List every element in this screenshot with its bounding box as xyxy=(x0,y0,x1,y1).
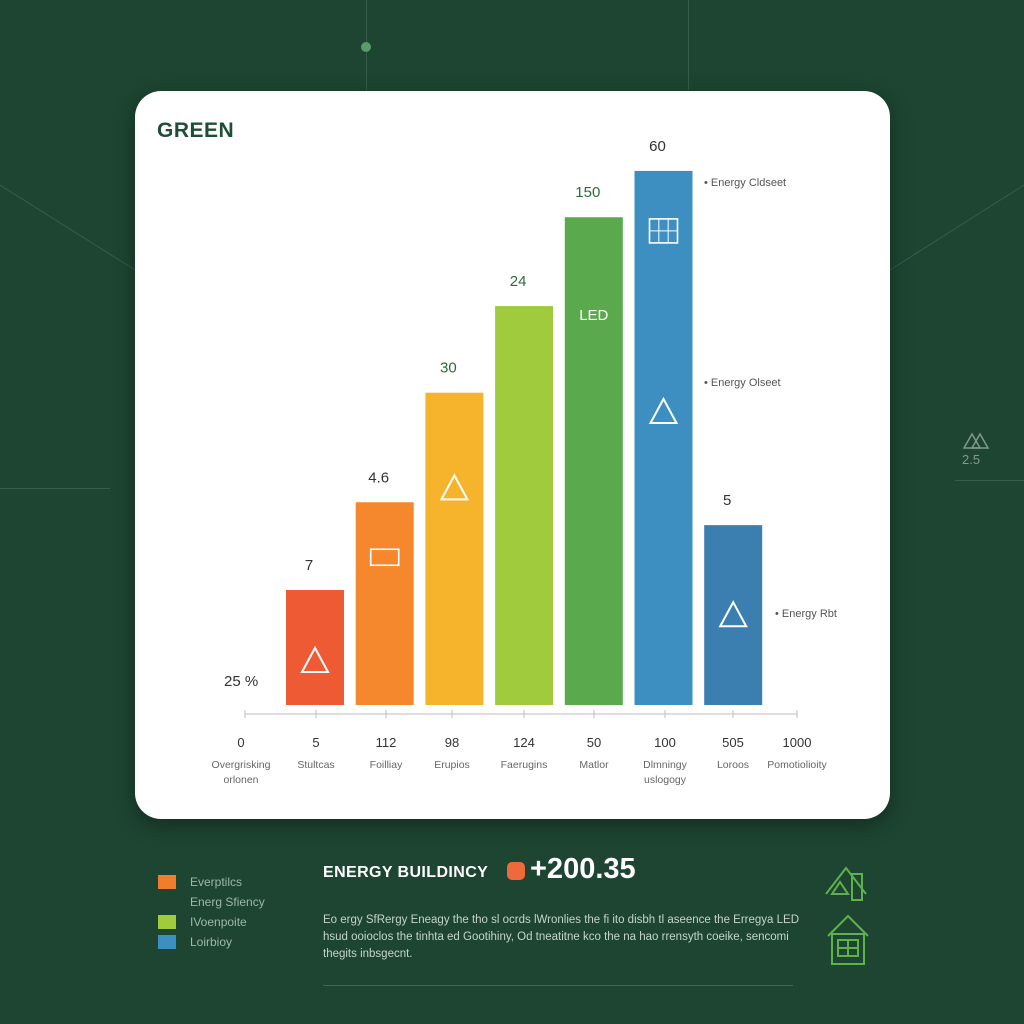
chart-annotation: • Energy Cldseet xyxy=(704,177,786,189)
bar-value-label: 150 xyxy=(575,184,600,201)
bar-value-label: 4.6 xyxy=(368,469,389,486)
x-category-label: Erupios xyxy=(434,759,470,771)
x-tick-label: 5 xyxy=(312,735,319,750)
triangle-icon xyxy=(648,396,679,424)
x-tick-label: 0 xyxy=(237,735,244,750)
summary-description: Eo ergy SfRergy Eneagy the tho sl ocrds … xyxy=(323,914,800,960)
legend-swatch xyxy=(158,875,176,889)
legend: Everptilcs Energ Sfiency IVoenpoite Loir… xyxy=(158,872,265,952)
summary-accent-dot xyxy=(507,862,525,880)
x-tick-label: 100 xyxy=(654,735,676,750)
triangle-icon xyxy=(439,473,470,501)
summary-divider xyxy=(323,985,793,986)
bar-value-label: 7 xyxy=(305,557,313,574)
legend-item: IVoenpoite xyxy=(158,912,265,932)
legend-swatch xyxy=(158,895,176,909)
bar-value-label: 5 xyxy=(723,492,731,509)
deco-line-left xyxy=(0,488,110,489)
first-data-label: 25 % xyxy=(224,673,258,690)
x-category-label: Dlmningy xyxy=(643,759,688,771)
triangle-icon xyxy=(718,600,748,628)
bar-value-label: 24 xyxy=(510,273,527,290)
recycle-icon xyxy=(962,432,990,449)
x-category-label: Matlor xyxy=(579,759,609,771)
bar xyxy=(704,525,763,705)
x-tick-label: 98 xyxy=(445,735,459,750)
x-tick-label: 50 xyxy=(587,735,601,750)
eco-house-icon xyxy=(825,866,867,901)
bar-value-label: 30 xyxy=(440,360,457,377)
x-category-label: Foilliay xyxy=(370,759,403,771)
x-tick-label: 505 xyxy=(722,735,744,750)
x-category-label-line2: uslogogy xyxy=(644,774,687,786)
bar-value-label: 60 xyxy=(649,138,666,155)
x-category-label: Faerugins xyxy=(501,759,548,771)
x-tick-label: 1000 xyxy=(783,735,812,750)
triangle-icon xyxy=(300,645,330,674)
x-tick-label: 112 xyxy=(376,735,397,750)
x-category-label: Stultcas xyxy=(297,759,334,771)
legend-item: Everptilcs xyxy=(158,872,265,892)
building-icon xyxy=(827,914,869,965)
bar-inner-label: LED xyxy=(579,307,608,324)
deco-line-top-right xyxy=(688,0,689,90)
bar xyxy=(564,217,623,705)
brand-title: GREEN xyxy=(157,119,235,142)
side-readout: 2.5 xyxy=(962,452,981,467)
legend-label: Energ Sfiency xyxy=(190,895,265,909)
x-category-label-line2: orlonen xyxy=(223,774,258,786)
bar xyxy=(425,392,484,705)
legend-swatch xyxy=(158,935,176,949)
x-tick-label: 124 xyxy=(513,735,535,750)
legend-label: Everptilcs xyxy=(190,875,243,889)
legend-label: IVoenpoite xyxy=(190,915,247,929)
legend-swatch xyxy=(158,915,176,929)
chart-annotation: • Energy Rbt xyxy=(775,608,837,620)
x-category-label: Pomotiolioity xyxy=(767,759,827,771)
deco-line-right xyxy=(955,480,1024,481)
deco-dot xyxy=(361,42,371,52)
solar-gift-icon xyxy=(369,548,400,567)
x-category-label: Loroos xyxy=(717,759,749,771)
bar xyxy=(495,306,554,705)
summary-title: ENERGY BUILDINCY xyxy=(323,864,489,881)
bar xyxy=(634,170,693,705)
x-category-label: Overgrisking xyxy=(212,759,271,771)
bar xyxy=(355,502,414,705)
chart-annotation: • Energy Olseet xyxy=(704,377,781,389)
legend-label: Loirbioy xyxy=(190,935,233,949)
legend-item: Energ Sfiency xyxy=(158,892,265,912)
summary-value: +200.35 xyxy=(530,853,636,885)
legend-item: Loirbioy xyxy=(158,932,265,952)
